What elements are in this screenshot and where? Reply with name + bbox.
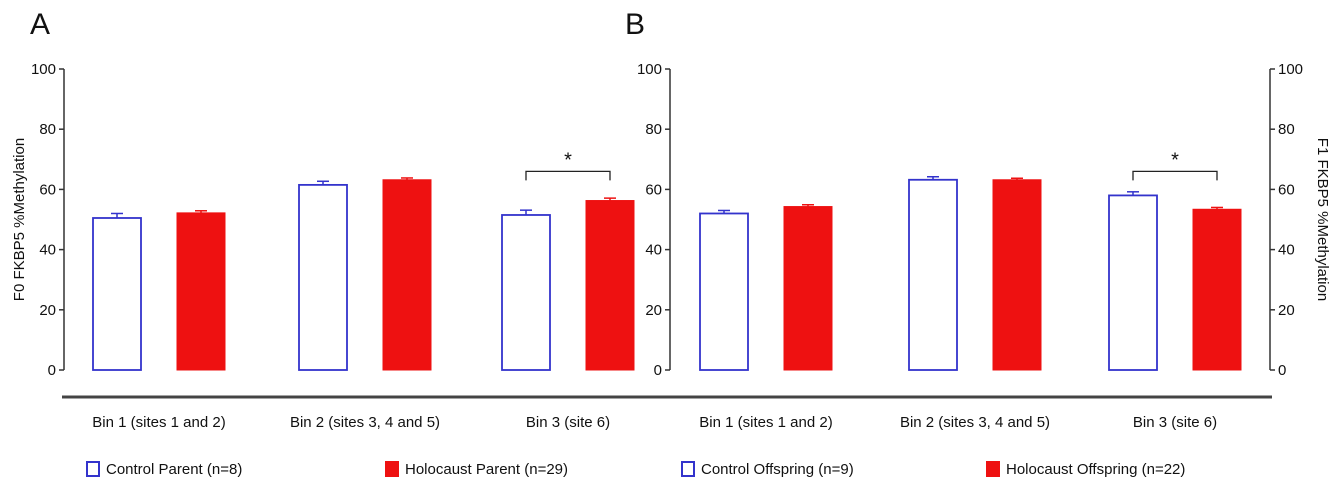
right-y-tick-label: 0: [1278, 362, 1286, 379]
category-label: Bin 2 (sites 3, 4 and 5): [290, 414, 440, 431]
legend-label: Holocaust Parent (n=29): [405, 460, 569, 478]
legend-item-control-parent: Control Parent (n=8): [86, 457, 242, 481]
bar-holocaust: [382, 179, 432, 371]
bar-control: [1108, 194, 1158, 371]
bar-holocaust: [1192, 208, 1242, 371]
y-tick-label: 0: [654, 362, 662, 379]
panel-label: B: [625, 8, 645, 41]
legend-label: Holocaust Offspring (n=22): [1006, 460, 1186, 478]
bar-holocaust: [585, 200, 635, 371]
legend-label: Control Offspring (n=9): [701, 460, 854, 478]
y-tick-label: 80: [39, 121, 56, 138]
right-y-tick-label: 80: [1278, 121, 1295, 138]
legend-item-holocaust-parent: Holocaust Parent (n=29): [385, 457, 568, 481]
panel-label: A: [30, 8, 50, 41]
y-tick-label: 60: [39, 181, 56, 198]
right-y-tick-label: 60: [1278, 181, 1295, 198]
y-tick-label: 100: [31, 61, 56, 78]
bar-control: [908, 178, 958, 371]
y-tick-label: 20: [645, 302, 662, 319]
y-axis-label: F1 FKBP5 %Methylation: [1314, 138, 1331, 301]
category-label: Bin 1 (sites 1 and 2): [699, 414, 832, 431]
right-y-tick-label: 40: [1278, 242, 1295, 259]
bar-control: [501, 214, 551, 371]
y-tick-label: 60: [645, 181, 662, 198]
significance-marker: *: [1171, 149, 1179, 171]
legend-item-holocaust-offspring: Holocaust Offspring (n=22): [986, 457, 1185, 481]
legend-swatch-hollow: [681, 461, 695, 477]
category-label: Bin 3 (site 6): [1133, 414, 1217, 431]
y-tick-label: 40: [645, 242, 662, 259]
right-y-tick-label: 100: [1278, 61, 1303, 78]
legend-item-control-offspring: Control Offspring (n=9): [681, 457, 854, 481]
y-tick-label: 100: [637, 61, 662, 78]
significance-marker: *: [564, 149, 572, 171]
y-tick-label: 20: [39, 302, 56, 319]
legend-swatch-hollow: [86, 461, 100, 477]
bar-control: [298, 183, 348, 371]
significance-bracket: [1132, 170, 1218, 181]
legend-swatch-solid: [986, 461, 1000, 477]
category-label: Bin 1 (sites 1 and 2): [92, 414, 225, 431]
y-tick-label: 80: [645, 121, 662, 138]
y-axis-label: F0 FKBP5 %Methylation: [11, 138, 28, 301]
legend-swatch-solid: [385, 461, 399, 477]
bar-holocaust: [176, 212, 226, 371]
category-label: Bin 3 (site 6): [526, 414, 610, 431]
bar-holocaust: [992, 179, 1042, 371]
significance-bracket: [525, 170, 611, 181]
y-tick-label: 40: [39, 242, 56, 259]
bar-control: [699, 212, 749, 371]
bar-holocaust: [783, 206, 833, 371]
y-tick-label: 0: [48, 362, 56, 379]
category-label: Bin 2 (sites 3, 4 and 5): [900, 414, 1050, 431]
right-y-tick-label: 20: [1278, 302, 1295, 319]
bar-control: [92, 217, 142, 371]
legend-label: Control Parent (n=8): [106, 460, 243, 478]
